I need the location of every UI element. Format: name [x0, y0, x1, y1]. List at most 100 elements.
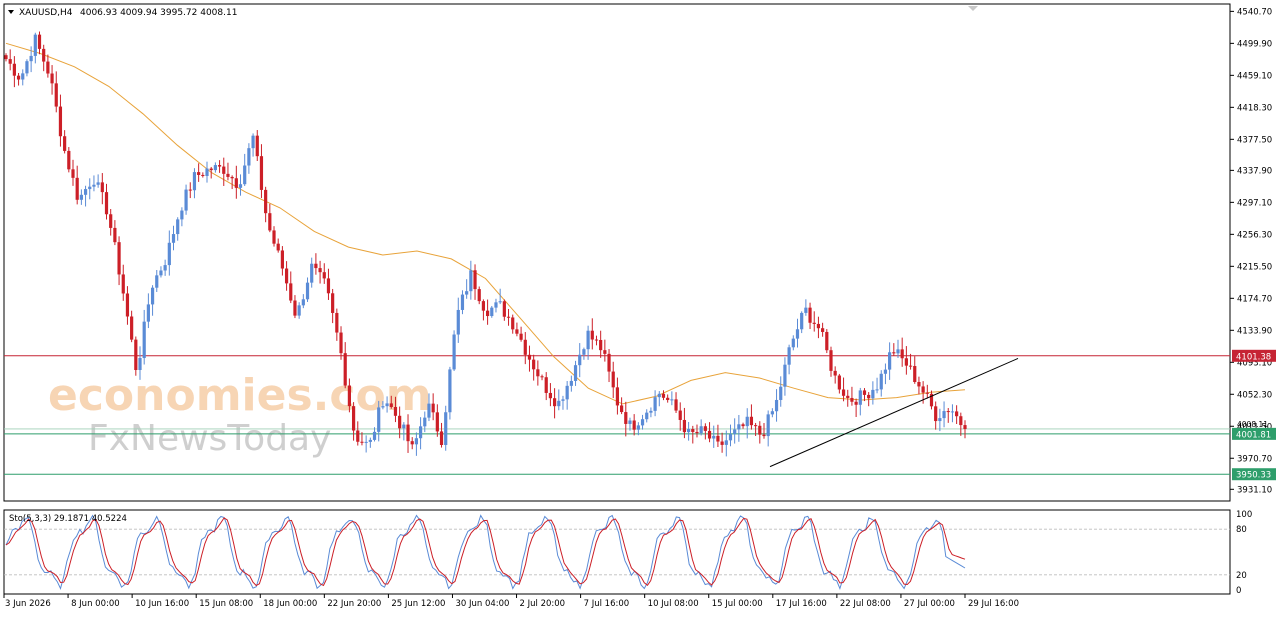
candle-body — [368, 439, 372, 442]
candle-body — [749, 416, 754, 426]
candle-body — [50, 73, 54, 84]
candle-body — [850, 397, 854, 402]
candle-body — [213, 165, 217, 171]
candle-body — [83, 189, 88, 195]
candle-body — [825, 331, 829, 351]
candle-body — [398, 415, 402, 429]
candle-body — [452, 334, 456, 370]
candle-body — [289, 283, 293, 301]
candle-body — [695, 431, 699, 434]
candle-body — [774, 399, 779, 412]
candle-body — [130, 316, 134, 340]
ohlc-readout: 4006.93 4009.94 3995.72 4008.11 — [80, 8, 237, 18]
candle-body — [904, 358, 908, 366]
candle-body — [540, 376, 544, 378]
y-tick-label: 4540.70 — [1237, 7, 1272, 17]
x-tick-label: 15 Jun 08:00 — [199, 599, 253, 609]
candle-body — [653, 397, 657, 411]
candle-body — [100, 182, 104, 193]
candle-body — [247, 148, 251, 166]
candle-body — [469, 270, 473, 292]
candle-body — [955, 411, 959, 417]
y-tick-label: 4297.10 — [1237, 198, 1272, 208]
candle-body — [661, 393, 666, 398]
x-tick-label: 30 Jun 04:00 — [455, 599, 509, 609]
y-tick-label: 4377.50 — [1237, 135, 1272, 145]
candle-body — [846, 395, 850, 398]
candle-body — [511, 317, 515, 330]
candle-body — [707, 430, 712, 439]
candle-body — [217, 165, 222, 167]
candle-body — [573, 365, 578, 381]
candle-body — [871, 389, 875, 399]
candle-body — [259, 156, 264, 190]
candle-body — [578, 354, 582, 366]
candle-body — [494, 302, 498, 308]
candle-body — [201, 174, 205, 177]
candle-body — [460, 294, 465, 310]
candle-body — [121, 274, 125, 294]
candle-body — [109, 214, 113, 228]
candle-body — [754, 425, 758, 427]
candle-body — [360, 441, 364, 443]
candle-body — [900, 349, 904, 359]
candle-body — [628, 420, 632, 424]
candle-body — [180, 210, 184, 220]
symbol-dropdown-icon[interactable] — [8, 10, 14, 14]
candle-body — [582, 349, 586, 355]
candle-body — [896, 349, 900, 354]
candle-body — [318, 268, 322, 273]
candle-body — [477, 289, 481, 302]
candle-body — [586, 330, 590, 350]
candle-body — [427, 403, 431, 418]
candle-body — [4, 55, 8, 60]
candle-body — [557, 400, 561, 407]
candle-body — [875, 389, 879, 391]
y-tick-label: 4093.10 — [1237, 358, 1272, 368]
candle-body — [435, 412, 439, 432]
candle-body — [527, 354, 532, 360]
candle-body — [356, 430, 360, 442]
candle-body — [829, 350, 833, 371]
candle-body — [883, 369, 888, 374]
trendline[interactable] — [769, 357, 1019, 468]
candle-body — [657, 393, 661, 398]
y-tick-label: 3970.70 — [1237, 454, 1272, 464]
candle-body — [565, 385, 569, 400]
candle-body — [515, 329, 519, 334]
candle-body — [465, 291, 469, 295]
candle-body — [176, 219, 180, 235]
candle-body — [393, 406, 398, 416]
candle-body — [678, 410, 682, 420]
level-price-label: 4101.38 — [1236, 352, 1271, 362]
candle-body — [879, 373, 883, 390]
candle-body — [720, 441, 724, 445]
candle-body — [88, 186, 92, 190]
candle-body — [925, 392, 929, 394]
y-tick-label: 4174.70 — [1237, 294, 1272, 304]
watermark-economies: economies.com — [48, 370, 432, 421]
x-tick-label: 3 Jun 2026 — [5, 599, 51, 609]
candle-body — [733, 429, 737, 435]
candle-body — [615, 387, 620, 406]
candle-body — [146, 304, 150, 322]
scroll-shift-marker-icon[interactable] — [968, 6, 978, 11]
candle-body — [293, 300, 297, 316]
candle-body — [280, 250, 284, 269]
candle-body — [942, 411, 946, 419]
main-chart-frame — [3, 3, 1231, 502]
candle-body — [92, 184, 96, 187]
candle-body — [264, 189, 268, 214]
candle-body — [33, 34, 37, 56]
candle-body — [171, 234, 176, 243]
candle-body — [339, 332, 343, 354]
candle-body — [682, 419, 687, 433]
candle-body — [142, 321, 146, 359]
candle-body — [724, 440, 728, 445]
candle-body — [854, 401, 858, 405]
candle-body — [703, 426, 707, 431]
candle-body — [552, 398, 557, 407]
candle-body — [594, 339, 599, 341]
